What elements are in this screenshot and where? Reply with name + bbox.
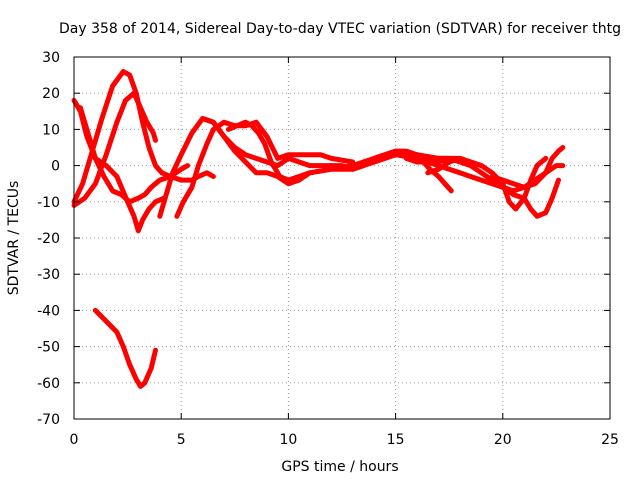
y-axis-label: SDTVAR / TECUs: [6, 181, 22, 296]
y-tick-label: 30: [42, 50, 60, 66]
grid: [74, 57, 610, 419]
series-line-sat-g: [200, 116, 452, 187]
y-tick-label: -60: [37, 376, 60, 392]
series-line-sat-d: [77, 105, 167, 234]
y-tick-label: -50: [37, 340, 60, 356]
y-tick-label: -10: [37, 195, 60, 211]
y-tick-label: 10: [42, 122, 60, 138]
y-tick-label: -30: [37, 267, 60, 283]
series-line-sat-b: [71, 90, 158, 208]
x-tick-label: 20: [494, 432, 512, 448]
x-tick-label: 5: [177, 432, 186, 448]
series-line-sat-m: [489, 145, 566, 190]
x-tick-label: 15: [387, 432, 405, 448]
y-tick-label: -70: [37, 412, 60, 428]
series-line-sat-l: [436, 155, 561, 219]
x-tick-label: 25: [601, 432, 619, 448]
series-group: [71, 69, 566, 389]
x-axis-label: GPS time / hours: [281, 459, 398, 475]
y-tick-label: -40: [37, 303, 60, 319]
series-line-sat-i: [328, 148, 454, 194]
axis-ticks: 0 5 10 15 20 25 -70 -60 -50 -40 -30 -20 -10 0 10 20 30: [37, 50, 619, 448]
x-tick-label: 10: [279, 432, 297, 448]
series-line-sat-h: [225, 119, 484, 183]
x-tick-label: 0: [70, 432, 79, 448]
y-tick-label: -20: [37, 231, 60, 247]
y-tick-label: 0: [51, 159, 60, 175]
y-tick-label: 20: [42, 86, 60, 102]
series-line-sat-n: [92, 307, 158, 389]
chart-title: Day 358 of 2014, Sidereal Day-to-day VTE…: [59, 21, 621, 37]
